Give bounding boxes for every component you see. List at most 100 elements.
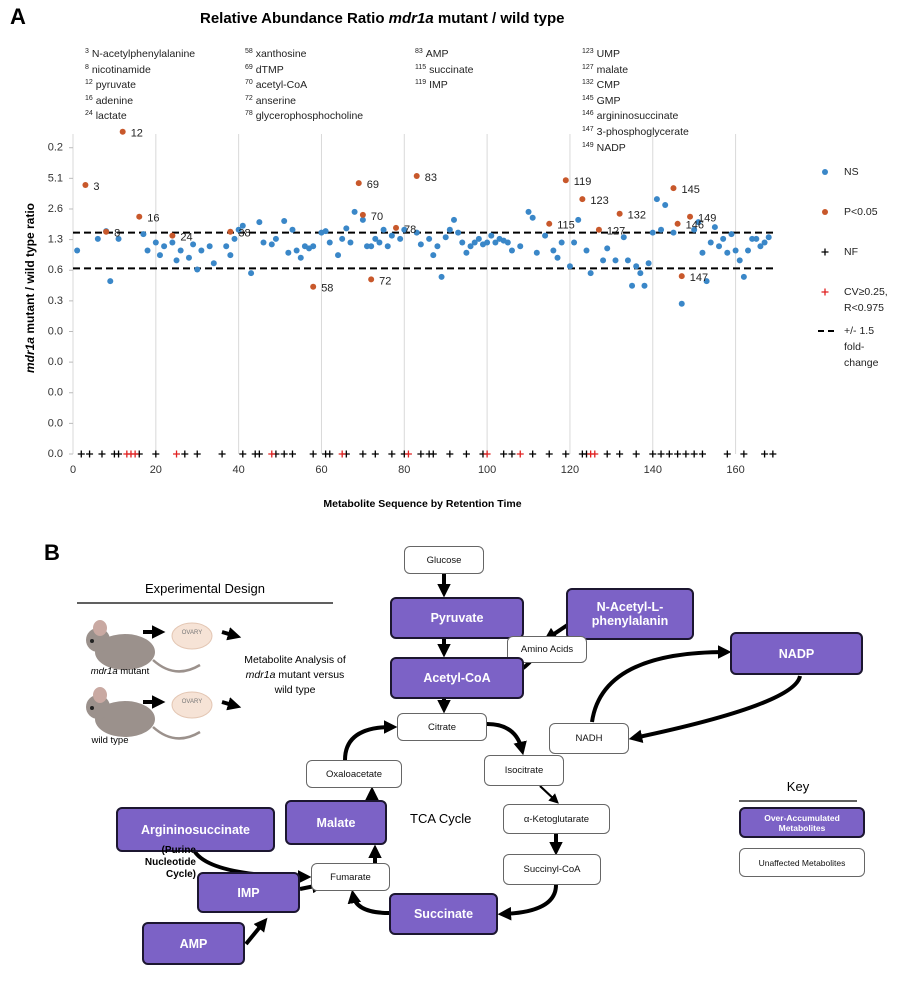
data-point (658, 227, 664, 233)
key-id: 78 (245, 110, 253, 117)
x-tick-label: 0 (70, 464, 76, 476)
node: IMP (197, 872, 300, 913)
design-title: Experimental Design (77, 581, 333, 596)
x-tick-label: 140 (644, 464, 662, 476)
data-point (733, 248, 739, 254)
data-point (181, 451, 188, 458)
data-point (198, 248, 204, 254)
data-point (451, 217, 457, 223)
arrow (345, 727, 392, 760)
data-label: 123 (590, 195, 608, 207)
data-point (662, 202, 668, 208)
figure: 0204060801001201401600.25.12.61.30.60.30… (0, 0, 899, 991)
data-point (174, 257, 180, 263)
data-point (405, 451, 412, 458)
key-id: 12 (85, 79, 93, 86)
key-id: 69 (245, 64, 253, 71)
key-entry: 24 lactate (85, 106, 127, 125)
data-point (285, 250, 291, 256)
analysis-part: mutant versus (275, 669, 344, 681)
y-tick-label: 0.3 (48, 295, 63, 307)
key-id: 147 (582, 126, 594, 133)
data-point (649, 451, 656, 458)
key-name: CMP (597, 79, 620, 91)
key-id: 127 (582, 64, 594, 71)
key-name: glycerophosphocholine (256, 110, 363, 122)
data-point (145, 248, 151, 254)
data-point (194, 451, 201, 458)
data-point (459, 239, 465, 245)
data-point (579, 196, 585, 202)
data-point (326, 451, 333, 458)
analysis-part: mdr1a (246, 669, 276, 681)
data-point (517, 451, 524, 458)
x-tick-label: 80 (398, 464, 410, 476)
data-point (227, 252, 233, 258)
data-point (617, 211, 623, 217)
node: Succinyl-CoA (503, 854, 601, 885)
analysis-line: Metabolite Analysis of (244, 654, 346, 666)
data-point (633, 451, 640, 458)
key-name: AMP (426, 48, 449, 60)
node: Succinate (389, 893, 498, 935)
data-point (447, 227, 453, 233)
data-point (500, 451, 507, 458)
data-point (368, 276, 374, 282)
data-point (712, 224, 718, 230)
data-point (670, 185, 676, 191)
ovary-label: OVARY (172, 699, 212, 705)
data-point (604, 245, 610, 251)
node: Acetyl-CoA (390, 657, 524, 699)
arrow (540, 786, 556, 801)
panel-label: A (10, 4, 26, 30)
key-unaffected: Unaffected Metabolites (739, 848, 865, 877)
data-point (359, 451, 366, 458)
data-point (484, 239, 490, 245)
data-point (414, 173, 420, 179)
arrow (353, 895, 389, 913)
data-point (74, 248, 80, 254)
data-point (720, 236, 726, 242)
key-name: N-acetylphenylalanine (92, 48, 195, 60)
node: Fumarate (311, 863, 390, 891)
data-point (120, 129, 126, 135)
data-point (633, 263, 639, 269)
data-label: 127 (607, 226, 625, 238)
data-label: 149 (698, 213, 716, 225)
x-tick-label: 160 (726, 464, 744, 476)
data-point (227, 229, 233, 235)
key-id: 83 (415, 48, 423, 55)
data-point (385, 243, 391, 249)
data-point (426, 236, 432, 242)
key-entry: 119 IMP (415, 75, 448, 94)
key-id: 8 (85, 64, 89, 71)
data-point (542, 233, 548, 239)
node: Citrate (397, 713, 487, 741)
node: Isocitrate (484, 755, 564, 786)
key-entry: 78 glycerophosphocholine (245, 106, 363, 125)
data-point (463, 250, 469, 256)
data-point (281, 451, 288, 458)
data-point (675, 221, 681, 227)
data-point (323, 228, 329, 234)
data-point (761, 451, 768, 458)
key-name: acetyl-CoA (256, 79, 307, 91)
data-point (418, 241, 424, 247)
data-point (86, 451, 93, 458)
data-point (103, 229, 109, 235)
data-point (555, 255, 561, 261)
y-tick-label: 0.0 (48, 356, 63, 368)
data-point (600, 257, 606, 263)
data-point (211, 260, 217, 266)
arrow (487, 724, 522, 750)
analysis-line: wild type (275, 684, 316, 696)
ovary-label: OVARY (172, 630, 212, 636)
x-tick-label: 40 (233, 464, 245, 476)
data-point (745, 248, 751, 254)
data-point (666, 451, 673, 458)
data-point (207, 243, 213, 249)
node: N-Acetyl-L-phenylalanin (566, 588, 694, 640)
key-name: IMP (429, 79, 448, 91)
analysis-text: Metabolite Analysis of mdr1a mutant versu… (240, 653, 350, 698)
y-tick-label: 0.2 (48, 142, 63, 154)
